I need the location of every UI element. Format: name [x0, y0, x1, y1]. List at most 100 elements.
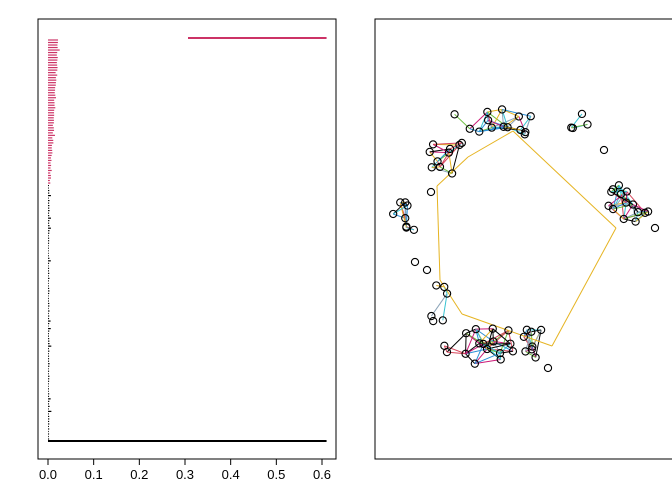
graph-edge [531, 329, 542, 333]
graph-edge [499, 343, 511, 354]
graph-edge [492, 328, 494, 342]
graph-edge [520, 115, 532, 131]
graph-edge [612, 208, 625, 220]
graph-edge [392, 205, 408, 215]
graph-edge [531, 346, 533, 350]
graph-node [447, 169, 457, 178]
graph-edge [610, 184, 620, 193]
graph-node [631, 217, 640, 226]
graph-node [536, 325, 546, 335]
graph-node [496, 355, 505, 364]
graph-node [426, 187, 436, 197]
graph-edge [635, 211, 649, 222]
graph-edge [474, 359, 501, 365]
graph-edge [491, 116, 520, 129]
graph-edge [487, 108, 503, 113]
x-tick-label: 0.1 [85, 467, 103, 480]
graph-nodes [389, 105, 660, 373]
graph-edge [487, 119, 504, 128]
graph-node [401, 214, 410, 223]
x-tick-label: 0.6 [313, 467, 331, 480]
graph-edge-long [551, 227, 617, 347]
graph-edge [525, 350, 536, 358]
graph-node [527, 327, 536, 336]
graph-edge [503, 116, 520, 128]
right-plot-frame [374, 18, 672, 460]
x-tick-label: 0.0 [39, 467, 57, 480]
graph-edge [571, 123, 588, 129]
right-panel-network-graph [374, 18, 672, 460]
graph-edge-long [439, 279, 463, 315]
graph-node [428, 140, 438, 149]
graph-node [487, 123, 496, 132]
graph-edge [465, 328, 477, 354]
graph-node [519, 332, 529, 342]
graph-node [461, 329, 471, 338]
graph-edge [474, 348, 488, 364]
graph-node [457, 138, 466, 148]
graph-node [425, 147, 434, 157]
graph-node [633, 208, 643, 217]
graph-edge-long [461, 313, 553, 347]
graph-node [495, 349, 505, 358]
graph-node [403, 201, 412, 210]
bar-marks [48, 37, 327, 442]
graph-edge [474, 352, 501, 365]
graph-edge [623, 204, 634, 220]
graph-node [622, 187, 631, 196]
x-axis: 0.0 0.1 0.2 0.3 0.4 0.5 0.6 [39, 458, 331, 480]
graph-node [409, 225, 419, 234]
graph-edge [430, 293, 448, 317]
graph-node [508, 347, 518, 356]
x-tick-label: 0.3 [176, 467, 194, 480]
graph-edge [393, 213, 406, 219]
graph-node [522, 325, 531, 334]
graph-node [526, 112, 535, 121]
graph-edge-long [512, 130, 617, 229]
graph-edge [535, 329, 542, 358]
graph-edge [501, 109, 505, 127]
graph-node [429, 316, 438, 326]
graph-node [427, 311, 436, 321]
graph-node [433, 157, 442, 166]
graph-node [450, 110, 459, 119]
graph-node [432, 281, 441, 290]
graph-node [521, 347, 530, 356]
graph-node [442, 289, 452, 298]
graph-edge [465, 353, 476, 365]
graph-edge-long [436, 156, 469, 187]
graph-node [543, 363, 553, 373]
graph-edge [437, 161, 441, 168]
graph-node [479, 339, 488, 349]
graph-node [402, 223, 411, 232]
graph-node [497, 105, 507, 114]
graph-node [628, 200, 638, 209]
graph-node [489, 337, 498, 346]
graph-edge [499, 350, 513, 354]
graph-node [471, 324, 480, 334]
graph-edge [501, 108, 531, 117]
graph-edge [570, 113, 583, 128]
graph-node [619, 214, 628, 224]
graph-node [455, 140, 464, 150]
graph-node [608, 204, 618, 214]
graph-edge [429, 151, 438, 162]
graph-edge [487, 348, 513, 352]
graph-edge [623, 218, 636, 223]
graph-node [488, 324, 497, 333]
graph-edge-long [436, 185, 441, 281]
graph-node [410, 257, 420, 267]
graph-node [396, 198, 405, 207]
graph-edge [442, 293, 448, 321]
graph-node [531, 353, 540, 362]
graph-node [444, 148, 454, 157]
graph-edge [487, 111, 508, 128]
graph-edge [625, 202, 639, 213]
graph-edge [486, 330, 509, 350]
graph-edge [632, 204, 649, 213]
graph-node [499, 122, 508, 131]
graph-node [461, 349, 470, 358]
graph-edges [392, 108, 649, 365]
graph-edge-long [467, 130, 514, 158]
